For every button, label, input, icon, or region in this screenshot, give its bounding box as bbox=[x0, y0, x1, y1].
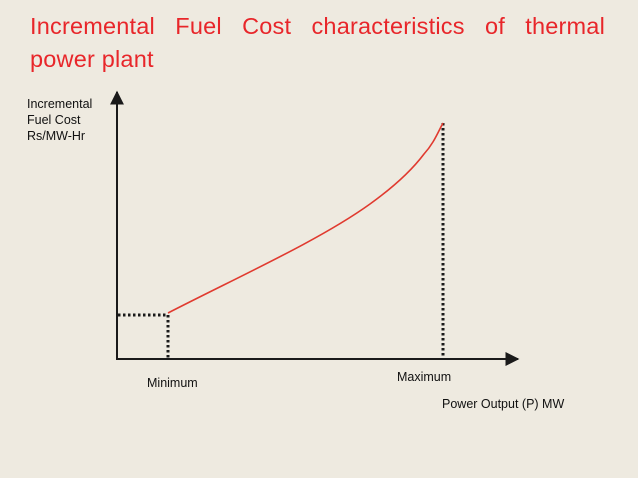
slide-title: Incremental Fuel Cost characteristics of… bbox=[30, 13, 605, 72]
y-axis-label-line-3: Rs/MW-Hr bbox=[27, 129, 86, 143]
maximum-label: Maximum bbox=[397, 370, 452, 384]
minimum-label: Minimum bbox=[147, 376, 198, 390]
x-axis-label: Power Output (P) MW bbox=[442, 397, 565, 411]
y-axis-label-line-1: Incremental bbox=[27, 97, 93, 111]
incremental-fuel-cost-curve bbox=[167, 122, 444, 314]
y-axis-label-line-2: Fuel Cost bbox=[27, 113, 81, 127]
y-axis-label: Incremental Fuel Cost Rs/MW-Hr bbox=[27, 96, 92, 144]
